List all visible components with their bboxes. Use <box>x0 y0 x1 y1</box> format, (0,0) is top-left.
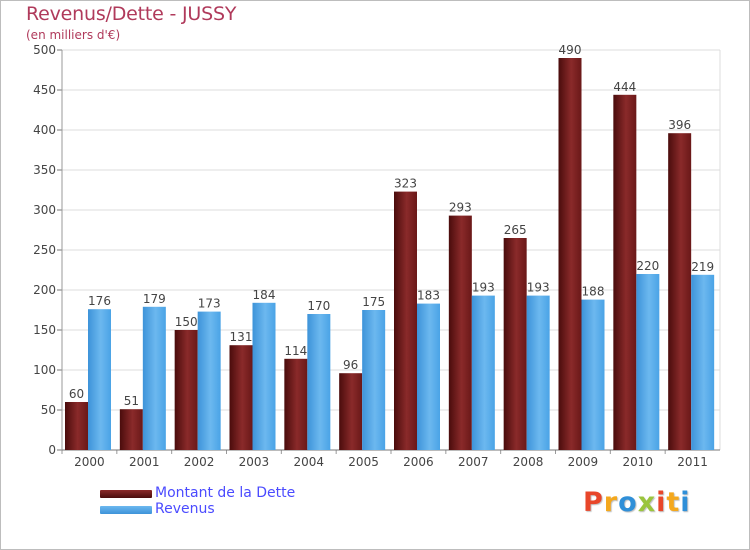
bar-debt <box>284 358 308 450</box>
logo-letter: r <box>603 487 619 518</box>
bar-debt <box>339 373 363 450</box>
bar-revenus <box>636 274 660 450</box>
data-label-revenus: 193 <box>527 281 550 295</box>
legend-label-revenus: Revenus <box>155 501 215 517</box>
bar-debt <box>229 345 253 450</box>
data-label-debt: 293 <box>449 201 472 215</box>
x-tick-label: 2007 <box>458 455 489 469</box>
bar-revenus <box>197 311 221 450</box>
x-tick-label: 2008 <box>513 455 544 469</box>
data-label-debt: 444 <box>613 80 636 94</box>
bar-revenus <box>691 274 715 450</box>
data-label-revenus: 184 <box>253 288 276 302</box>
axis-layer: 0 50 100 150 200 250 300 350 400 450 500 2000 2001 20… <box>33 43 721 469</box>
x-tick-label: 2011 <box>677 455 708 469</box>
y-tick-label: 450 <box>33 83 56 97</box>
data-label-revenus: 173 <box>198 297 221 311</box>
x-tick-label: 2005 <box>348 455 379 469</box>
bar-revenus <box>88 309 111 450</box>
x-tick-label: 2009 <box>568 455 599 469</box>
y-tick-label: 100 <box>33 363 56 377</box>
data-label-debt: 96 <box>343 358 358 372</box>
y-tick-label: 350 <box>33 163 56 177</box>
legend-swatch-debt <box>100 490 152 498</box>
bar-debt <box>503 238 527 450</box>
data-label-revenus: 220 <box>636 259 659 273</box>
data-label-debt: 114 <box>284 344 307 358</box>
data-label-debt: 323 <box>394 177 417 191</box>
data-label-revenus: 183 <box>417 289 440 303</box>
y-tick-label: 500 <box>33 43 56 57</box>
data-label-debt: 51 <box>124 394 139 408</box>
bar-debt <box>558 58 582 450</box>
data-label-debt: 396 <box>668 118 691 132</box>
bar-debt <box>174 330 198 450</box>
proxiti-logo: Proxiti <box>583 487 691 518</box>
bar-revenus <box>471 295 495 450</box>
bar-revenus <box>581 299 605 450</box>
y-tick-label: 150 <box>33 323 56 337</box>
data-label-revenus: 219 <box>691 260 714 274</box>
y-tick-label: 300 <box>33 203 56 217</box>
data-label-revenus: 176 <box>88 294 111 308</box>
legend-swatch-revenus <box>100 506 152 514</box>
y-tick-label: 200 <box>33 283 56 297</box>
x-tick-label: 2001 <box>129 455 160 469</box>
data-label-revenus: 188 <box>582 285 605 299</box>
data-label-debt: 131 <box>230 330 253 344</box>
x-tick-label: 2002 <box>184 455 215 469</box>
logo-letter: x <box>637 487 657 518</box>
y-tick-label: 400 <box>33 123 56 137</box>
bar-revenus <box>417 303 440 450</box>
y-tick-label: 50 <box>41 403 56 417</box>
bar-revenus <box>142 306 166 450</box>
y-tick-label: 0 <box>48 443 56 457</box>
legend-label-debt: Montant de la Dette <box>155 485 296 501</box>
data-label-revenus: 170 <box>307 299 330 313</box>
bar-debt <box>668 133 692 450</box>
data-label-debt: 150 <box>175 315 198 329</box>
bar-debt <box>119 409 143 450</box>
x-tick-label: 2010 <box>622 455 653 469</box>
data-label-debt: 265 <box>504 223 527 237</box>
x-tick-label: 2000 <box>74 455 105 469</box>
bar-revenus <box>252 302 276 450</box>
x-tick-label: 2006 <box>403 455 434 469</box>
logo-letter: t <box>666 487 681 518</box>
logo-letter: i <box>656 487 667 518</box>
bar-revenus <box>362 310 386 450</box>
bar-debt <box>394 191 417 450</box>
logo-letter: P <box>583 487 604 518</box>
bar-revenus <box>307 314 331 450</box>
chart-subtitle: (en milliers d'€) <box>26 28 121 42</box>
bar-debt <box>65 402 88 450</box>
bars-layer <box>65 58 715 451</box>
data-label-debt: 490 <box>559 43 582 57</box>
chart-title: Revenus/Dette - JUSSY <box>26 3 237 25</box>
logo-letter: o <box>618 487 638 518</box>
bar-debt <box>448 215 472 450</box>
x-tick-label: 2004 <box>293 455 324 469</box>
data-label-revenus: 193 <box>472 281 495 295</box>
grid-layer <box>62 49 720 451</box>
x-tick-label: 2003 <box>239 455 270 469</box>
bar-debt <box>613 94 637 451</box>
data-label-revenus: 179 <box>143 292 166 306</box>
y-tick-label: 250 <box>33 243 56 257</box>
data-label-debt: 60 <box>69 387 84 401</box>
data-label-revenus: 175 <box>362 295 385 309</box>
bar-revenus <box>526 295 550 450</box>
logo-letter: i <box>680 487 691 518</box>
